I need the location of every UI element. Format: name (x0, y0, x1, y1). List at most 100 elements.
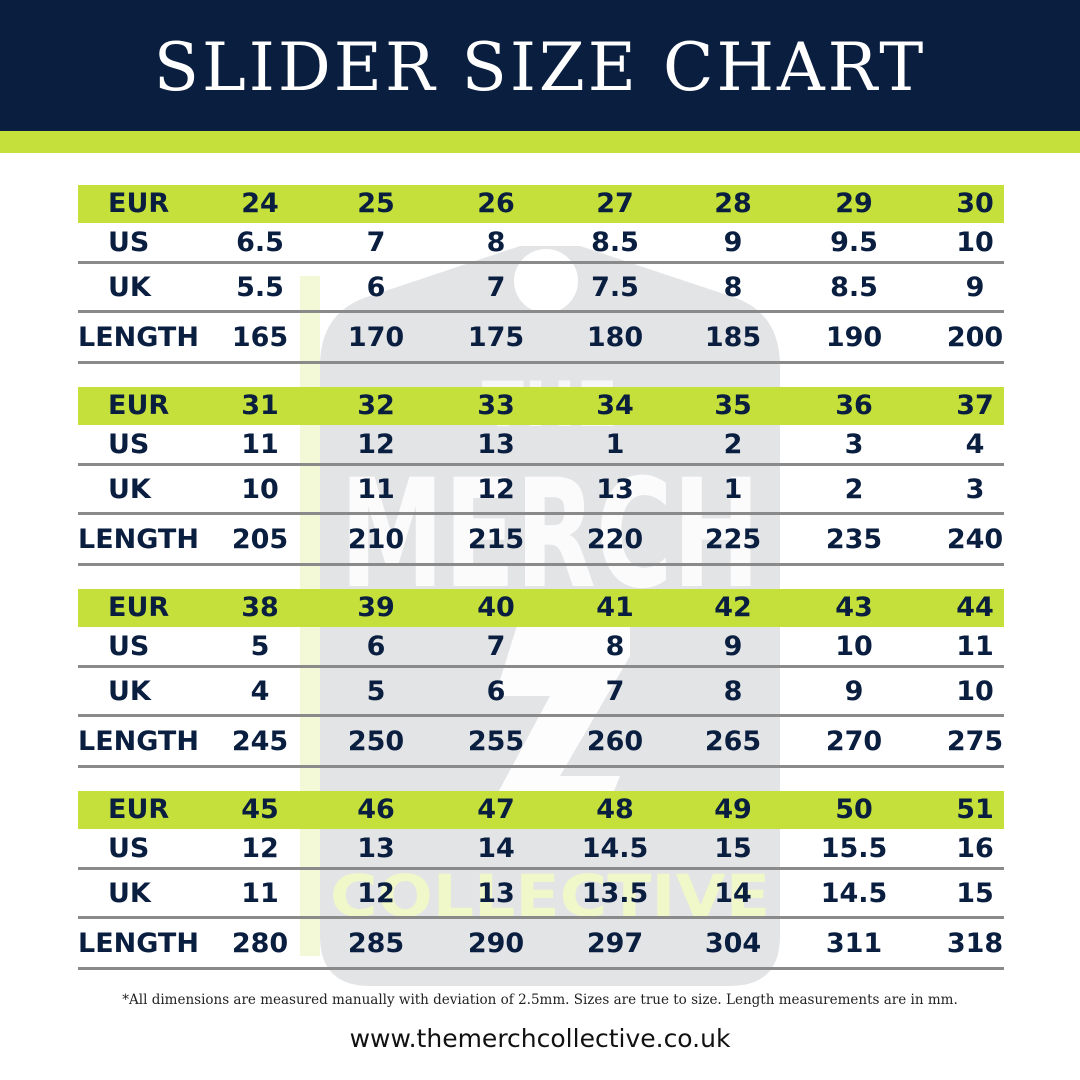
size-cell: 24 (241, 188, 279, 219)
size-cell: 12 (357, 429, 395, 460)
row-label-length: LENGTH (78, 322, 199, 353)
size-cell: 3 (965, 474, 985, 505)
row-divider (78, 261, 1004, 264)
size-cell: 220 (586, 524, 644, 555)
size-row-length: LENGTH 205 210 215 220 225 235 240 (78, 521, 1004, 555)
size-cell: 31 (241, 390, 279, 421)
size-cell: 205 (231, 524, 289, 555)
size-cell: 165 (231, 322, 289, 353)
size-row-uk: UK 4 5 6 7 8 9 10 (78, 673, 1004, 707)
size-row-uk: UK 10 11 12 13 1 2 3 (78, 471, 1004, 505)
size-cell: 11 (241, 429, 279, 460)
size-cell: 47 (477, 794, 515, 825)
size-cell: 12 (477, 474, 515, 505)
size-cell: 5 (366, 676, 386, 707)
size-cell: 240 (946, 524, 1004, 555)
size-cell: 13 (477, 429, 515, 460)
size-cell: 10 (835, 631, 873, 662)
row-divider (78, 463, 1004, 466)
size-cell: 15 (956, 878, 994, 909)
size-cell: 2 (844, 474, 864, 505)
size-cell: 250 (347, 726, 405, 757)
size-cell: 6 (366, 272, 386, 303)
size-cell: 1 (605, 429, 625, 460)
size-block: EUR 45 46 47 48 49 50 51 US 12 13 14 14.5 15 15.5 16 UK 1… (78, 791, 1004, 993)
size-cell: 35 (714, 390, 752, 421)
row-divider (78, 867, 1004, 870)
size-row-uk: UK 11 12 13 13.5 14 14.5 15 (78, 875, 1004, 909)
size-cell: 2 (723, 429, 743, 460)
page-title: SLIDER SIZE CHART (153, 29, 927, 106)
size-cell: 11 (357, 474, 395, 505)
website-url[interactable]: www.themerchcollective.co.uk (349, 1024, 731, 1053)
size-cell: 9 (723, 631, 743, 662)
size-block: EUR 38 39 40 41 42 43 44 US 5 6 7 8 9 10 11 UK 4 5 6 7 8 9 10 LE… (78, 589, 1004, 791)
size-cell: 10 (956, 227, 994, 258)
size-row-us: US 5 6 7 8 9 10 11 (78, 629, 1004, 663)
size-cell: 32 (357, 390, 395, 421)
row-divider (78, 512, 1004, 515)
size-cell: 318 (946, 928, 1004, 959)
size-cell: 6.5 (236, 227, 284, 258)
size-cell: 225 (704, 524, 762, 555)
size-cell: 190 (825, 322, 883, 353)
size-cell: 43 (835, 592, 873, 623)
size-cell: 9 (965, 272, 985, 303)
size-cell: 185 (704, 322, 762, 353)
size-cell: 175 (467, 322, 525, 353)
size-cell: 9.5 (830, 227, 878, 258)
size-row-eur: EUR 31 32 33 34 35 36 37 (78, 387, 1004, 425)
size-cell: 44 (956, 592, 994, 623)
size-cell: 29 (835, 188, 873, 219)
size-cell: 26 (477, 188, 515, 219)
size-cell: 4 (965, 429, 985, 460)
row-label-eur: EUR (108, 390, 170, 421)
size-cell: 7.5 (591, 272, 639, 303)
size-cell: 27 (596, 188, 634, 219)
size-cell: 13 (357, 833, 395, 864)
row-divider (78, 310, 1004, 313)
size-cell: 8.5 (591, 227, 639, 258)
size-cell: 12 (241, 833, 279, 864)
size-cell: 37 (956, 390, 994, 421)
size-row-length: LENGTH 165 170 175 180 185 190 200 (78, 319, 1004, 353)
row-label-length: LENGTH (78, 524, 199, 555)
size-row-eur: EUR 45 46 47 48 49 50 51 (78, 791, 1004, 829)
size-cell: 290 (467, 928, 525, 959)
size-cell: 8 (605, 631, 625, 662)
size-cell: 36 (835, 390, 873, 421)
size-cell: 11 (956, 631, 994, 662)
size-cell: 33 (477, 390, 515, 421)
size-cell: 275 (946, 726, 1004, 757)
size-cell: 285 (347, 928, 405, 959)
size-cell: 28 (714, 188, 752, 219)
size-cell: 245 (231, 726, 289, 757)
size-cell: 280 (231, 928, 289, 959)
row-divider (78, 361, 1004, 364)
size-cell: 13 (596, 474, 634, 505)
row-label-uk: UK (108, 474, 151, 505)
row-divider (78, 563, 1004, 566)
size-row-eur: EUR 24 25 26 27 28 29 30 (78, 185, 1004, 223)
size-cell: 170 (347, 322, 405, 353)
size-cell: 7 (366, 227, 386, 258)
size-cell: 200 (946, 322, 1004, 353)
size-cell: 13 (477, 878, 515, 909)
size-cell: 7 (486, 272, 506, 303)
size-cell: 7 (486, 631, 506, 662)
size-cell: 40 (477, 592, 515, 623)
size-row-us: US 12 13 14 14.5 15 15.5 16 (78, 831, 1004, 865)
size-cell: 42 (714, 592, 752, 623)
size-cell: 5.5 (236, 272, 284, 303)
size-cell: 255 (467, 726, 525, 757)
size-cell: 215 (467, 524, 525, 555)
size-cell: 41 (596, 592, 634, 623)
size-cell: 34 (596, 390, 634, 421)
size-row-length: LENGTH 245 250 255 260 265 270 275 (78, 723, 1004, 757)
row-label-eur: EUR (108, 794, 170, 825)
size-cell: 311 (825, 928, 883, 959)
size-cell: 30 (956, 188, 994, 219)
size-row-us: US 6.5 7 8 8.5 9 9.5 10 (78, 225, 1004, 259)
size-cell: 13.5 (581, 878, 649, 909)
row-label-us: US (108, 429, 150, 460)
